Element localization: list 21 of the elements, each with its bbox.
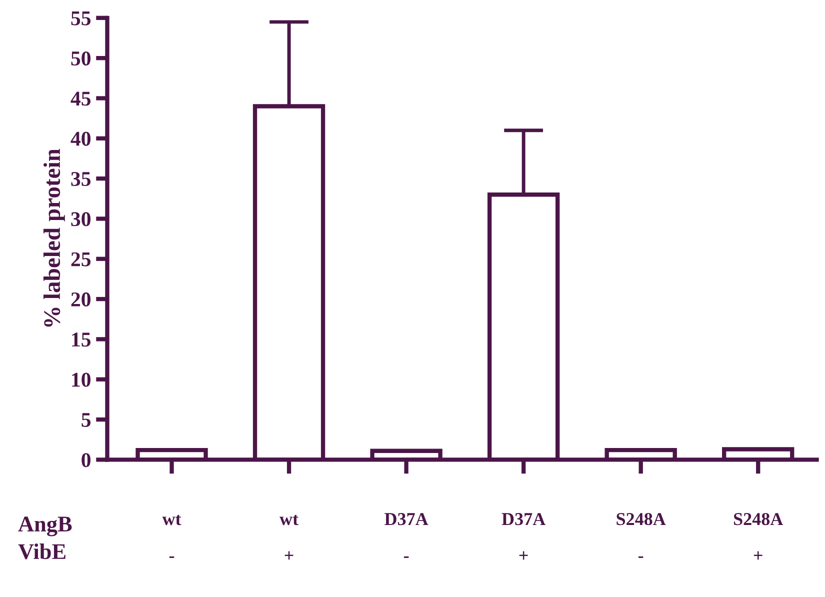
y-tick-label: 0 (82, 453, 90, 468)
y-tick-label: 45 (70, 92, 91, 106)
y-tick-label: 25 (71, 252, 91, 266)
y-tick-label: 50 (71, 51, 90, 66)
category-label: D37A + (502, 513, 546, 560)
y-tick-label: 20 (71, 292, 90, 306)
text: AngB (18, 516, 72, 536)
y-tick-label: 15 (72, 332, 91, 347)
category-label: D37A - (384, 513, 428, 558)
text: VibE (18, 543, 66, 560)
y-tick-label: 10 (72, 372, 90, 387)
y-tick-label: 40 (70, 132, 90, 146)
category-label: S248A - (616, 512, 666, 558)
category-label: S248A + (734, 512, 784, 560)
category-label: wt + (280, 514, 298, 560)
y-tick-label: 55 (71, 11, 91, 26)
y-tick-label: 5 (82, 413, 91, 427)
y-tick-label: 30 (71, 212, 90, 226)
y-axis-title: % labeled protein (43, 148, 65, 327)
y-tick-label: 35 (71, 172, 91, 186)
category-label: wt - (162, 514, 182, 558)
